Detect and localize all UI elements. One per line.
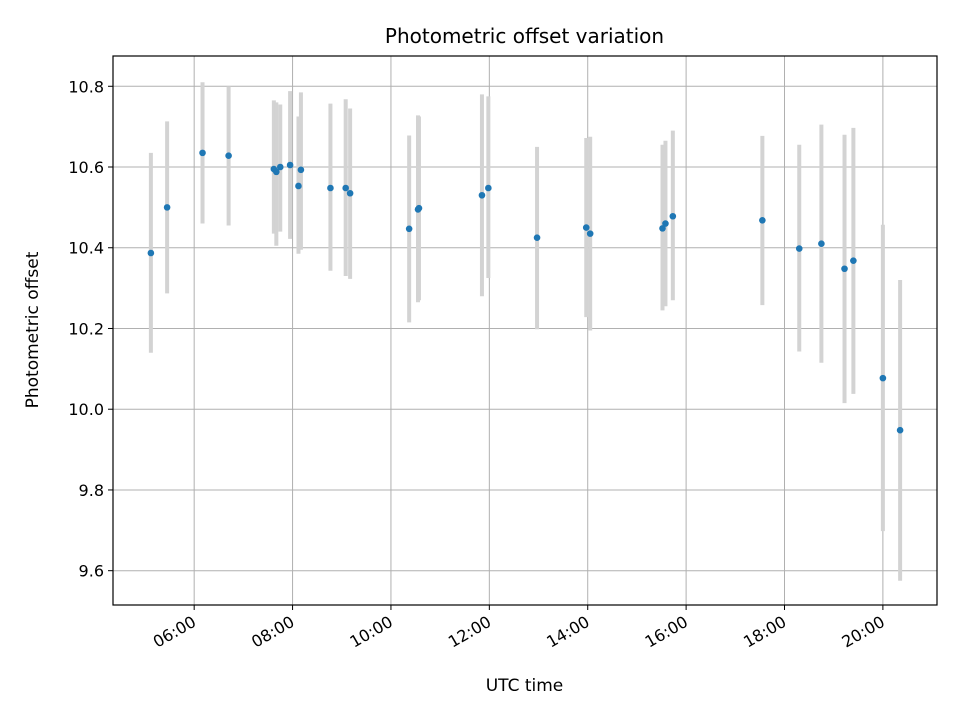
data-point [659,225,666,232]
data-point [163,204,171,211]
data-point [795,245,803,252]
data-point [896,426,904,434]
data-point [818,240,825,248]
y-tick-label: 9.6 [79,562,104,581]
data-points [147,149,904,434]
data-point [669,212,677,220]
data-point [342,184,349,192]
data-point [662,220,669,227]
data-point [327,184,334,192]
data-point [225,152,232,160]
data-point [297,166,305,174]
y-tick-label: 10.4 [68,239,104,258]
data-point [295,182,302,190]
y-tick-label: 10.6 [68,158,104,177]
plot-frame [112,55,938,606]
data-point [273,168,280,176]
data-point [879,374,887,382]
y-axis-ticks: 9.6 9.8 10.0 10.2 10.4 10.6 10.8 [68,77,113,581]
y-tick-label: 9.8 [79,481,104,500]
data-point [346,189,354,197]
chart-title: Photometric offset variation [385,24,664,48]
data-point [276,163,284,171]
data-point [759,216,766,224]
y-tick-label: 10.0 [68,400,104,419]
data-point [533,234,541,241]
grid [113,56,937,605]
data-point [415,204,423,212]
y-tick-label: 10.8 [68,77,104,96]
data-point [586,230,594,237]
data-point [405,225,413,233]
y-tick-label: 10.2 [68,319,104,338]
data-point [199,149,206,157]
x-axis-label: UTC time [486,676,564,696]
data-point [582,224,590,231]
data-point [841,265,848,273]
data-point [147,249,155,257]
data-point [850,257,857,264]
data-point [286,161,294,169]
y-axis-label: Photometric offset [23,251,43,408]
data-point [478,191,486,199]
data-point [485,184,492,192]
